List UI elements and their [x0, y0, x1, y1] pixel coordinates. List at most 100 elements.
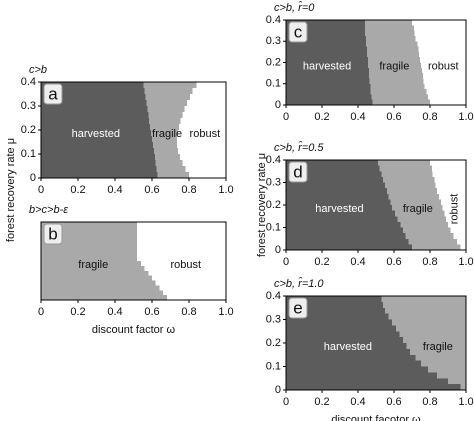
region-cell	[410, 348, 466, 355]
region-label: fragile	[152, 128, 182, 140]
y-tick-label: 0.4	[266, 290, 281, 302]
region-cell	[286, 182, 385, 189]
region-cell	[366, 35, 416, 42]
region-cell	[403, 227, 451, 234]
region-cell	[137, 226, 226, 232]
region-cell	[413, 25, 466, 31]
region-cell	[448, 221, 466, 228]
region-label: harvested	[324, 341, 372, 353]
region-cell	[148, 112, 183, 118]
region-cell	[41, 142, 153, 148]
region-cell	[41, 280, 156, 286]
region-cell	[367, 57, 421, 63]
x-tick-label: 1.0	[458, 111, 473, 123]
region-cell	[367, 51, 420, 58]
region-cell	[405, 233, 454, 239]
region-cell	[406, 343, 466, 349]
region-label: fragile	[379, 60, 409, 72]
region-cell	[143, 82, 197, 88]
region-cell	[286, 165, 380, 172]
region-cell	[182, 112, 226, 118]
region-cell	[286, 83, 371, 90]
region-cell	[286, 372, 438, 379]
y-tick-label: 0.3	[266, 35, 281, 47]
region-cell	[370, 83, 425, 90]
region-label: harvested	[315, 203, 363, 215]
region-cell	[430, 99, 466, 105]
region-cell	[177, 148, 226, 154]
region-cell	[286, 25, 366, 31]
region-cell	[286, 199, 391, 205]
region-cell	[450, 227, 466, 234]
region-cell	[41, 118, 150, 124]
region-cell	[286, 30, 366, 36]
region-cell	[420, 57, 466, 63]
region-cell	[152, 136, 177, 142]
region-cell	[144, 88, 193, 94]
region-cell	[159, 285, 226, 291]
region-cell	[155, 280, 226, 286]
region-cell	[286, 205, 393, 211]
panel-letter: d	[293, 162, 302, 181]
y-tick-label: 0.2	[21, 124, 36, 136]
region-cell	[395, 325, 466, 332]
region-cell	[152, 142, 177, 148]
region-cell	[286, 67, 369, 74]
region-cell	[365, 25, 414, 31]
y-tick-label: 0	[30, 172, 36, 184]
region-cell	[403, 337, 466, 343]
region-label: robust	[428, 60, 459, 72]
region-cell	[286, 94, 372, 100]
region-cell	[424, 83, 466, 90]
region-cell	[41, 251, 138, 257]
region-label: fragile	[423, 341, 453, 353]
panel-title: b>c>b-ε	[29, 204, 68, 216]
region-cell	[286, 360, 421, 367]
region-cell	[185, 166, 226, 172]
region-cell	[365, 20, 412, 26]
region-cell	[286, 233, 406, 239]
panel-title: c>b	[29, 64, 47, 76]
region-cell	[417, 41, 466, 47]
region-cell	[41, 241, 138, 247]
region-cell	[137, 241, 226, 247]
region-cell	[41, 166, 157, 172]
region-cell	[286, 301, 384, 308]
region-cell	[179, 154, 226, 160]
region-cell	[146, 100, 188, 106]
region-cell	[41, 94, 146, 100]
region-cell	[460, 384, 466, 390]
region-cell	[166, 295, 226, 300]
region-cell	[157, 172, 189, 178]
x-tick-label: 0.4	[350, 256, 365, 268]
region-cell	[148, 270, 226, 276]
x-tick-label: 0.6	[386, 396, 401, 408]
region-cell	[192, 88, 226, 94]
y-tick-label: 0.1	[266, 78, 281, 90]
region-cell	[415, 354, 466, 361]
y-tick-label: 0.1	[266, 360, 281, 372]
region-cell	[446, 216, 466, 222]
region-cell	[156, 166, 186, 172]
x-axis-label: discount facotor ω	[331, 414, 421, 421]
x-tick-label: 0	[38, 306, 44, 318]
region-cell	[41, 265, 145, 271]
region-cell	[286, 20, 366, 26]
region-cell	[428, 94, 466, 100]
y-tick-label: 0.4	[21, 76, 36, 88]
region-cell	[368, 73, 423, 79]
region-cell	[41, 154, 155, 160]
region-cell	[369, 78, 424, 84]
region-cell	[137, 246, 226, 252]
region-cell	[286, 221, 401, 228]
region-cell	[367, 62, 421, 68]
region-cell	[41, 290, 164, 296]
x-tick-label: 1.0	[218, 306, 233, 318]
region-cell	[286, 216, 398, 222]
region-cell	[457, 238, 466, 245]
region-cell	[399, 331, 466, 338]
region-cell	[286, 238, 409, 245]
region-cell	[383, 301, 466, 308]
x-tick-label: 0.4	[350, 396, 365, 408]
